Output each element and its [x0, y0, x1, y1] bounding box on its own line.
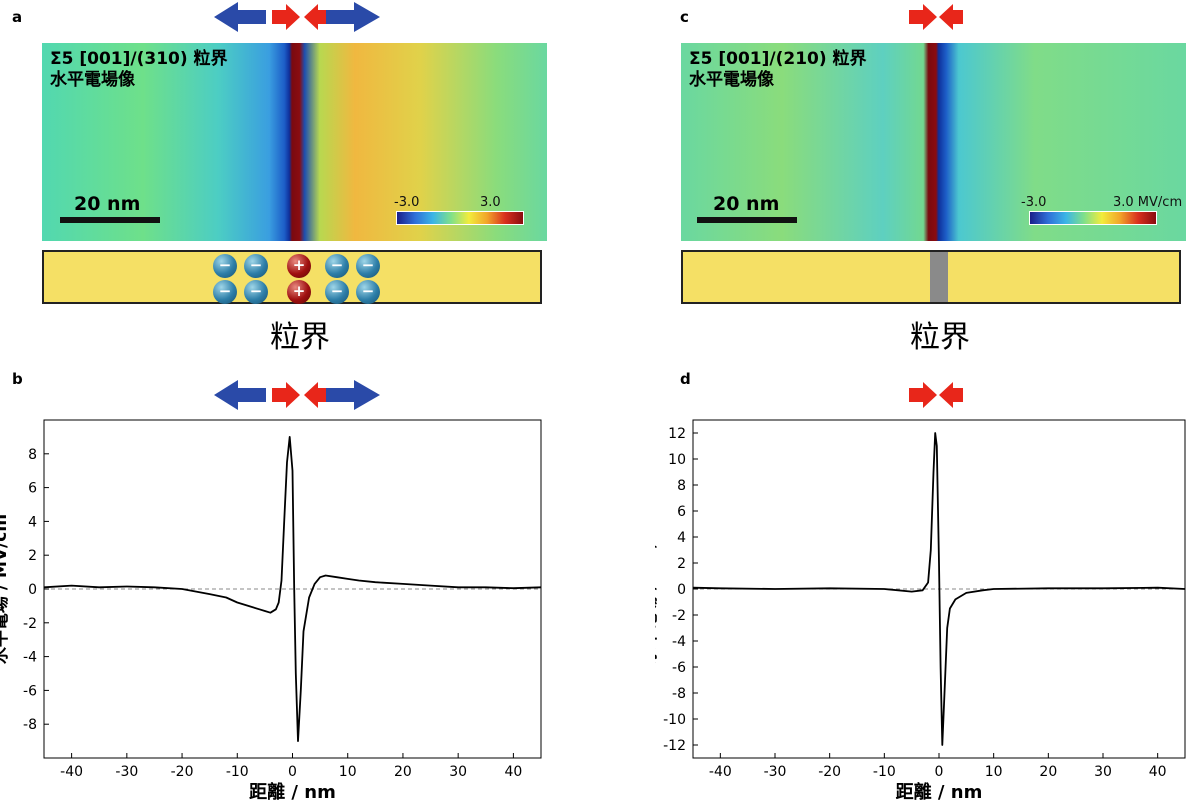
ion-negative: − [244, 254, 268, 278]
map-title-c-line1: Σ5 [001]/(210) 粒界 [689, 49, 867, 69]
map-title-a: Σ5 [001]/(310) 粒界 水平電場像 [50, 49, 228, 91]
y-axis-label: 水平電場 / MV/cm [655, 514, 660, 664]
y-tick-label: -8 [672, 686, 686, 702]
y-tick-label: 8 [677, 478, 686, 494]
map-title-c-line2: 水平電場像 [689, 70, 774, 90]
y-tick-label: -2 [672, 608, 686, 624]
colorbar-a [396, 211, 524, 225]
colorbar-min-c: -3.0 [1021, 195, 1047, 210]
ion-positive: + [287, 254, 311, 278]
x-tick-label: -10 [226, 764, 249, 780]
field-arrows-b [214, 380, 380, 410]
field-profile-chart-d: -40 -30 -20 -10 0 10 20 30 40-12-10-8-6-4-202468… [655, 419, 1186, 800]
y-tick-label: -4 [23, 650, 37, 666]
scalebar-a [60, 217, 160, 223]
y-tick-label: 4 [28, 514, 37, 530]
ion-negative: − [213, 254, 237, 278]
ion-positive: + [287, 280, 311, 304]
ion-negative: − [356, 254, 380, 278]
y-tick-label: -4 [672, 634, 686, 650]
y-tick-label: -12 [663, 738, 686, 754]
scalebar-c [697, 217, 797, 223]
y-axis-label: 水平電場 / MV/cm [0, 514, 11, 664]
x-tick-label: -20 [818, 764, 841, 780]
y-tick-label: 10 [668, 452, 686, 468]
y-tick-label: -10 [663, 712, 686, 728]
x-tick-label: -30 [764, 764, 787, 780]
y-tick-label: -8 [23, 717, 37, 733]
x-tick-label: 10 [339, 764, 357, 780]
map-title-a-line2: 水平電場像 [50, 70, 135, 90]
y-tick-label: -6 [23, 683, 37, 699]
x-tick-label: -30 [115, 764, 138, 780]
y-tick-label: 4 [677, 530, 686, 546]
ion-negative: − [244, 280, 268, 304]
scalebar-label-c: 20 nm [713, 193, 780, 215]
x-tick-label: 40 [1149, 764, 1167, 780]
ion-negative: − [325, 280, 349, 304]
map-title-a-line1: Σ5 [001]/(310) 粒界 [50, 49, 228, 69]
x-tick-label: 0 [288, 764, 297, 780]
panel-letter-d: d [680, 370, 691, 388]
y-tick-label: 2 [677, 556, 686, 572]
grain-boundary-bar [930, 252, 948, 302]
ion-negative: − [356, 280, 380, 304]
field-profile-line [43, 435, 542, 743]
map-title-c: Σ5 [001]/(210) 粒界 水平電場像 [689, 49, 867, 91]
x-tick-label: -40 [709, 764, 732, 780]
panel-letter-a: a [12, 8, 23, 26]
x-tick-label: 20 [1039, 764, 1057, 780]
x-axis-label: 距離 / nm [896, 781, 983, 800]
x-axis-label: 距離 / nm [249, 781, 336, 800]
x-tick-label: -40 [60, 764, 83, 780]
field-map-c: Σ5 [001]/(210) 粒界 水平電場像 20 nm -3.0 3.0 M… [681, 43, 1186, 241]
ion-negative: − [325, 254, 349, 278]
panel-letter-c: c [680, 8, 689, 26]
colorbar-max-c: 3.0 MV/cm [1113, 195, 1183, 210]
field-arrows-d [909, 382, 963, 408]
grain-boundary-label-c: 粒界 [910, 320, 970, 355]
field-arrows-a [214, 2, 380, 32]
grain-boundary-label-a: 粒界 [270, 320, 330, 355]
field-arrows-c [909, 4, 963, 30]
y-tick-label: 6 [677, 504, 686, 520]
x-tick-label: 0 [935, 764, 944, 780]
y-tick-label: 8 [28, 447, 37, 463]
y-tick-label: -6 [672, 660, 686, 676]
x-tick-label: 40 [504, 764, 522, 780]
y-tick-label: 0 [677, 582, 686, 598]
y-tick-label: 6 [28, 481, 37, 497]
x-tick-label: -10 [873, 764, 896, 780]
colorbar-c [1029, 211, 1157, 225]
colorbar-min-a: -3.0 [394, 195, 420, 210]
y-tick-label: 0 [28, 582, 37, 598]
y-tick-label: 2 [28, 548, 37, 564]
y-tick-label: -2 [23, 616, 37, 632]
y-tick-label: 12 [668, 426, 686, 442]
scalebar-label-a: 20 nm [74, 193, 141, 215]
field-profile-line [692, 432, 1186, 746]
panel-letter-b: b [12, 370, 23, 388]
field-map-a: Σ5 [001]/(310) 粒界 水平電場像 20 nm -3.0 3.0 M… [42, 43, 547, 241]
x-tick-label: 20 [394, 764, 412, 780]
x-tick-label: 10 [985, 764, 1003, 780]
x-tick-label: -20 [171, 764, 194, 780]
x-tick-label: 30 [449, 764, 467, 780]
ion-negative: − [213, 280, 237, 304]
x-tick-label: 30 [1094, 764, 1112, 780]
